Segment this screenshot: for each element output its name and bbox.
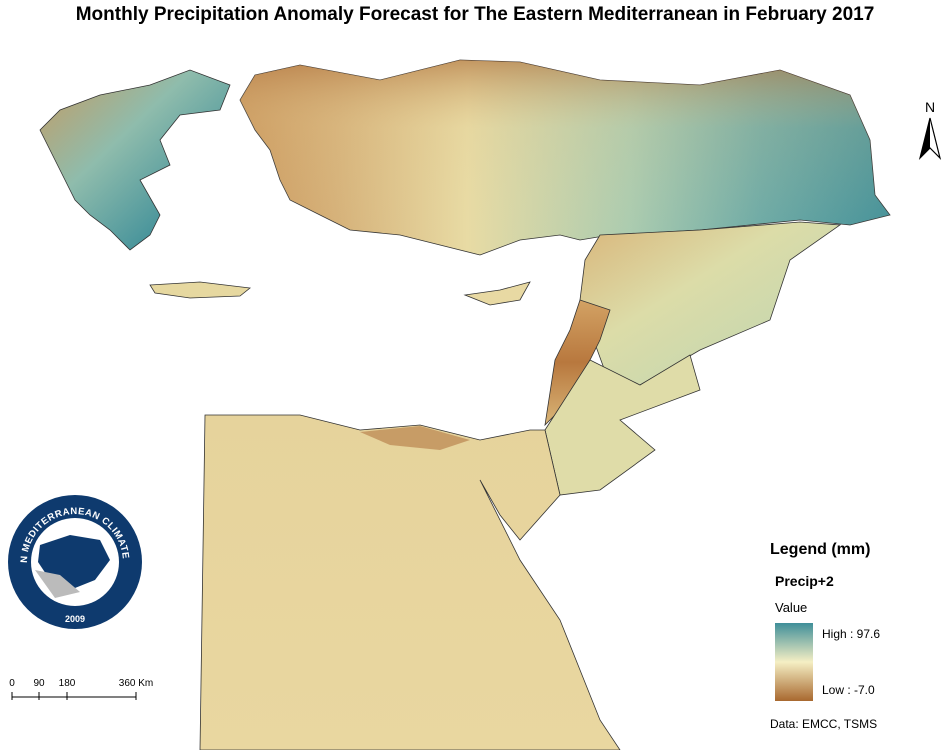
scale-label: 360 Km (119, 678, 153, 689)
legend-layer: Precip+2 (775, 573, 834, 589)
source: Data: EMCC, TSMS (770, 717, 877, 731)
logo-year: 2009 (65, 614, 85, 624)
legend: Legend (mm) Precip+2 Value High : 97.6 L… (770, 541, 880, 731)
turkey-shade (240, 60, 890, 255)
legend-field: Value (775, 600, 807, 615)
legend-title: Legend (mm) (770, 541, 870, 558)
north-arrow-half (920, 118, 930, 158)
north-arrow: N (918, 99, 942, 160)
syria-iraq (579, 221, 842, 386)
scale-bar: 0 90 180 360 Km (9, 678, 153, 700)
nile-delta (360, 426, 470, 450)
crete (149, 281, 251, 299)
map-title: Monthly Precipitation Anomaly Forecast f… (76, 4, 875, 25)
logo-ring-textpath: EASTERN MEDITERRANEAN CLIMATE CENTRE (0, 0, 131, 563)
scale-label: 90 (33, 678, 45, 689)
legend-low: Low : -7.0 (822, 683, 875, 697)
cyprus (463, 281, 531, 306)
logo-map-grey (35, 570, 80, 598)
egypt (199, 414, 621, 750)
north-label: N (925, 99, 935, 115)
logo-ring-text: EASTERN MEDITERRANEAN CLIMATE CENTRE (0, 0, 131, 563)
greece (39, 69, 231, 251)
legend-ramp (775, 623, 813, 701)
scale-label: 180 (59, 678, 76, 689)
legend-high: High : 97.6 (822, 627, 880, 641)
land (39, 59, 891, 750)
scale-label: 0 (9, 678, 15, 689)
